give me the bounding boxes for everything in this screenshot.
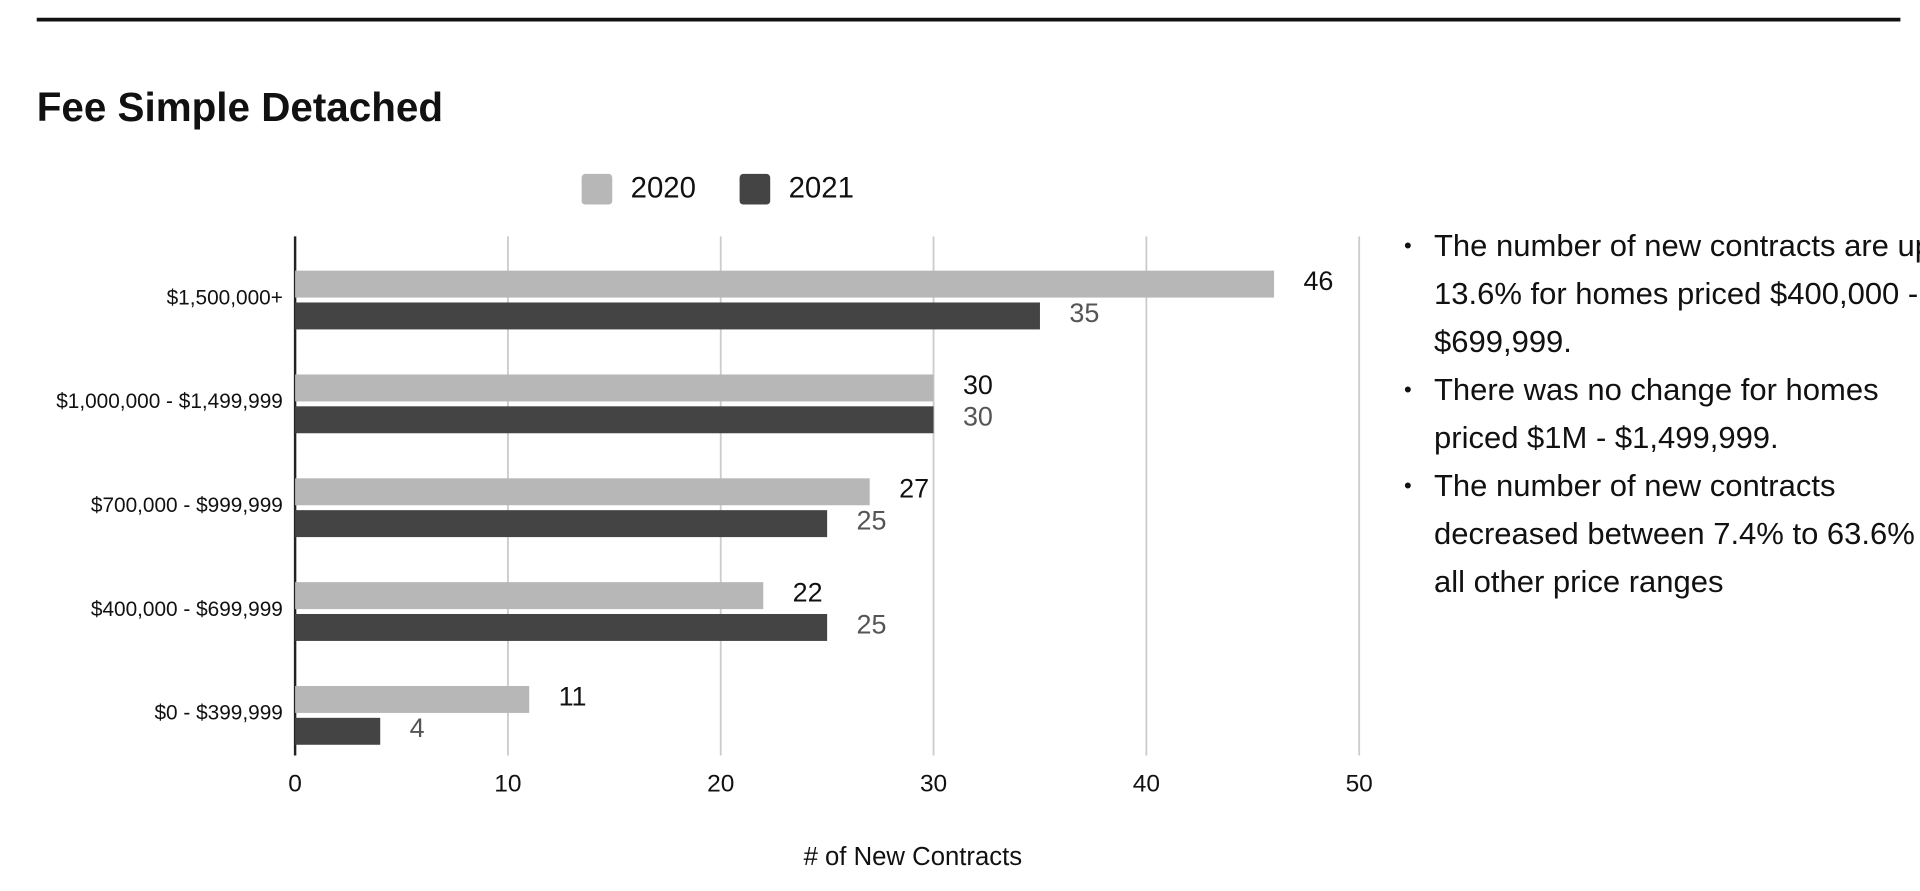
data-label: 25 [857, 609, 887, 639]
x-tick-label: 30 [920, 770, 947, 797]
note: The number of new contracts decreased be… [1404, 462, 1920, 606]
y-tick-label: $1,500,000+ [167, 286, 283, 309]
bar [295, 270, 1275, 298]
data-label: 46 [1303, 266, 1333, 296]
note: There was no change for homes priced $1M… [1404, 366, 1920, 462]
legend-label: 2021 [789, 172, 854, 205]
note: The number of new contracts are up 13.6%… [1404, 222, 1920, 366]
y-tick-label: $700,000 - $999,999 [91, 494, 283, 517]
x-tick-label: 20 [707, 770, 734, 797]
x-tick-label: 40 [1133, 770, 1160, 797]
data-label: 25 [857, 506, 887, 536]
legend-swatch [739, 173, 771, 205]
data-label: 11 [559, 681, 587, 711]
data-label: 27 [899, 474, 929, 504]
y-tick-label: $1,000,000 - $1,499,999 [56, 390, 283, 413]
bar [295, 510, 828, 538]
data-label: 30 [963, 370, 993, 400]
data-label: 22 [793, 578, 823, 608]
x-axis-title: # of New Contracts [804, 843, 1023, 871]
legend-label: 2020 [631, 172, 696, 205]
bar [295, 374, 934, 402]
bar [295, 406, 934, 434]
data-label: 35 [1069, 298, 1099, 328]
x-tick-label: 50 [1346, 770, 1373, 797]
bar [295, 302, 1040, 330]
data-label: 30 [963, 402, 993, 432]
chart-title: Fee Simple Detached [37, 84, 443, 130]
notes: The number of new contracts are up 13.6%… [1404, 222, 1920, 606]
y-tick-label: $0 - $399,999 [154, 702, 282, 725]
x-tick-label: 0 [288, 770, 302, 797]
bar [295, 613, 828, 641]
bar [295, 717, 381, 745]
x-tick-label: 10 [494, 770, 521, 797]
data-label: 4 [410, 713, 425, 743]
legend-swatch [581, 173, 613, 205]
bar [295, 582, 764, 610]
y-tick-label: $400,000 - $699,999 [91, 598, 283, 621]
bar [295, 685, 530, 713]
bar [295, 478, 870, 506]
